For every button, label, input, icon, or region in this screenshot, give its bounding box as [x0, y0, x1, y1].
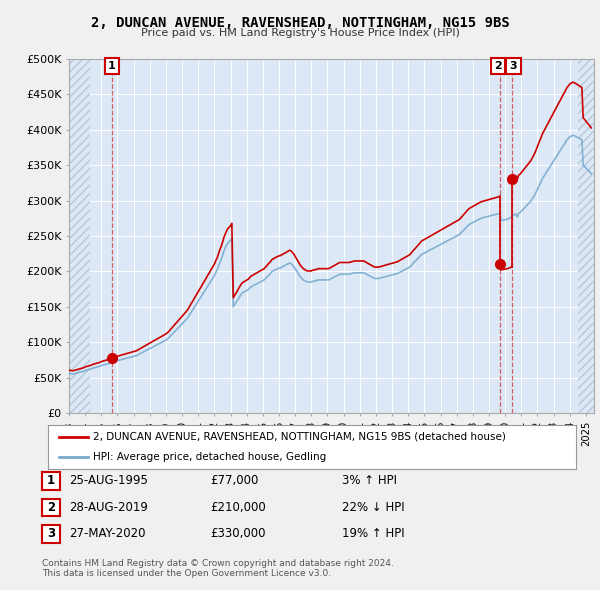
Text: 3: 3 [509, 61, 517, 71]
Text: 19% ↑ HPI: 19% ↑ HPI [342, 527, 404, 540]
Text: 2: 2 [47, 501, 55, 514]
Text: 1: 1 [108, 61, 116, 71]
Text: 2: 2 [494, 61, 502, 71]
Text: 22% ↓ HPI: 22% ↓ HPI [342, 501, 404, 514]
Text: £210,000: £210,000 [210, 501, 266, 514]
Text: 3% ↑ HPI: 3% ↑ HPI [342, 474, 397, 487]
Bar [578, 59, 600, 413]
Text: 27-MAY-2020: 27-MAY-2020 [69, 527, 146, 540]
Text: 3: 3 [47, 527, 55, 540]
Text: 2, DUNCAN AVENUE, RAVENSHEAD, NOTTINGHAM, NG15 9BS (detached house): 2, DUNCAN AVENUE, RAVENSHEAD, NOTTINGHAM… [93, 432, 506, 442]
Text: Contains HM Land Registry data © Crown copyright and database right 2024.: Contains HM Land Registry data © Crown c… [42, 559, 394, 568]
Text: Price paid vs. HM Land Registry's House Price Index (HPI): Price paid vs. HM Land Registry's House … [140, 28, 460, 38]
Text: 28-AUG-2019: 28-AUG-2019 [69, 501, 148, 514]
Text: This data is licensed under the Open Government Licence v3.0.: This data is licensed under the Open Gov… [42, 569, 331, 578]
Text: 2, DUNCAN AVENUE, RAVENSHEAD, NOTTINGHAM, NG15 9BS: 2, DUNCAN AVENUE, RAVENSHEAD, NOTTINGHAM… [91, 16, 509, 30]
Bar [69, 59, 90, 413]
Text: 1: 1 [47, 474, 55, 487]
Text: HPI: Average price, detached house, Gedling: HPI: Average price, detached house, Gedl… [93, 452, 326, 462]
Text: £330,000: £330,000 [210, 527, 265, 540]
Text: £77,000: £77,000 [210, 474, 259, 487]
Text: 25-AUG-1995: 25-AUG-1995 [69, 474, 148, 487]
